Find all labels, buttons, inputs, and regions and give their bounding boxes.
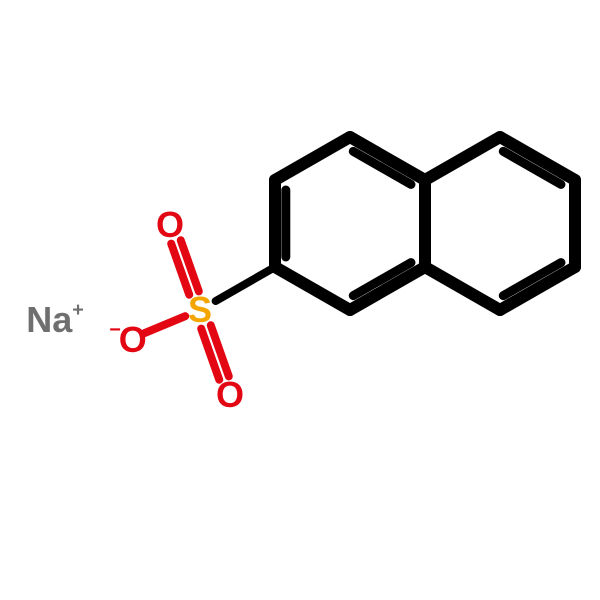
molecule-canvas: Na+ −O O O S — [0, 0, 600, 600]
sodium-cation-label: Na+ — [26, 299, 84, 341]
oxygen-label-bottom: O — [216, 374, 244, 416]
bond-layer — [0, 0, 600, 600]
oxygen-label-top: O — [156, 204, 184, 246]
oxygen-anion-label: −O — [109, 319, 147, 361]
sulfur-label: S — [188, 289, 212, 331]
